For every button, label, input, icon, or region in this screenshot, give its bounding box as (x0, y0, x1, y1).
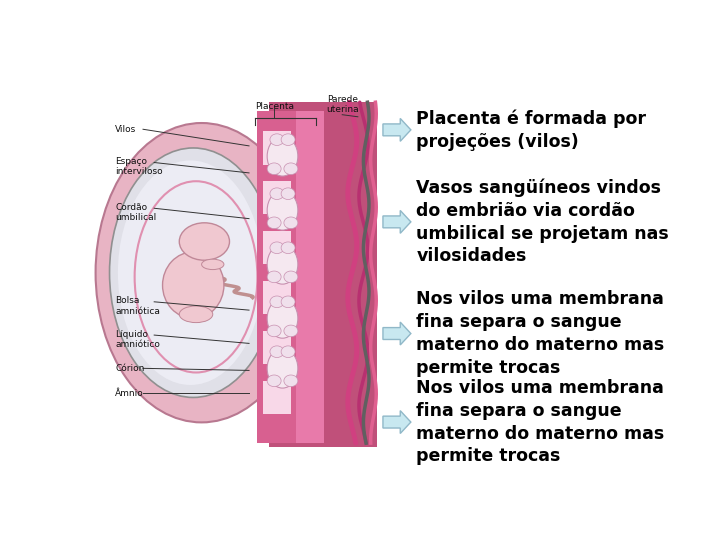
Text: Bolsa
amniótica: Bolsa amniótica (115, 296, 160, 316)
Ellipse shape (267, 191, 298, 230)
Ellipse shape (267, 245, 298, 284)
Polygon shape (269, 102, 377, 447)
Polygon shape (383, 322, 411, 345)
Ellipse shape (267, 299, 298, 338)
Ellipse shape (179, 306, 213, 322)
Ellipse shape (267, 217, 281, 228)
Ellipse shape (284, 163, 298, 174)
Ellipse shape (267, 375, 281, 387)
Ellipse shape (270, 346, 284, 357)
Text: Espaço
interviloso: Espaço interviloso (115, 157, 163, 177)
Text: Placenta: Placenta (255, 102, 294, 111)
Polygon shape (258, 111, 324, 443)
Text: Vasos sangüíneos vindos
do embrião via cordão
umbilical se projetam nas
vilosida: Vasos sangüíneos vindos do embrião via c… (416, 178, 669, 266)
Text: Nos vilos uma membrana
fina separa o sangue
materno do materno mas
permite troca: Nos vilos uma membrana fina separa o san… (416, 379, 665, 465)
Polygon shape (263, 381, 291, 414)
Polygon shape (263, 231, 291, 265)
Ellipse shape (270, 188, 284, 199)
Ellipse shape (270, 242, 284, 254)
Ellipse shape (281, 134, 295, 145)
Ellipse shape (96, 123, 307, 422)
Text: Placenta é formada por
projeções (vilos): Placenta é formada por projeções (vilos) (416, 109, 647, 151)
Text: Parede
uterina: Parede uterina (326, 94, 359, 114)
Circle shape (179, 223, 230, 260)
Polygon shape (263, 331, 291, 364)
Ellipse shape (267, 137, 298, 176)
Polygon shape (258, 111, 297, 443)
Text: Nos vilos uma membrana
fina separa o sangue
materno do materno mas
permite troca: Nos vilos uma membrana fina separa o san… (416, 290, 665, 377)
Text: Vilos: Vilos (115, 125, 136, 134)
Ellipse shape (163, 252, 224, 319)
Ellipse shape (267, 163, 281, 174)
Ellipse shape (284, 325, 298, 337)
Ellipse shape (281, 188, 295, 199)
Polygon shape (383, 118, 411, 141)
Ellipse shape (281, 242, 295, 254)
Polygon shape (263, 131, 291, 165)
Ellipse shape (281, 296, 295, 308)
Ellipse shape (267, 325, 281, 337)
Ellipse shape (281, 346, 295, 357)
Ellipse shape (284, 271, 298, 282)
Ellipse shape (267, 271, 281, 282)
Text: Cordão
umbilical: Cordão umbilical (115, 202, 156, 222)
Polygon shape (383, 410, 411, 434)
Ellipse shape (284, 217, 298, 228)
Ellipse shape (284, 375, 298, 387)
Polygon shape (383, 211, 411, 233)
Ellipse shape (267, 349, 298, 388)
Text: Líquido
amniótico: Líquido amniótico (115, 329, 160, 349)
Ellipse shape (118, 160, 263, 385)
Ellipse shape (202, 259, 224, 269)
Ellipse shape (109, 148, 277, 397)
Text: Córion: Córion (115, 364, 145, 373)
Polygon shape (263, 281, 291, 314)
Polygon shape (263, 181, 291, 214)
Text: Âmnio: Âmnio (115, 389, 144, 398)
Ellipse shape (270, 296, 284, 308)
Ellipse shape (270, 134, 284, 145)
